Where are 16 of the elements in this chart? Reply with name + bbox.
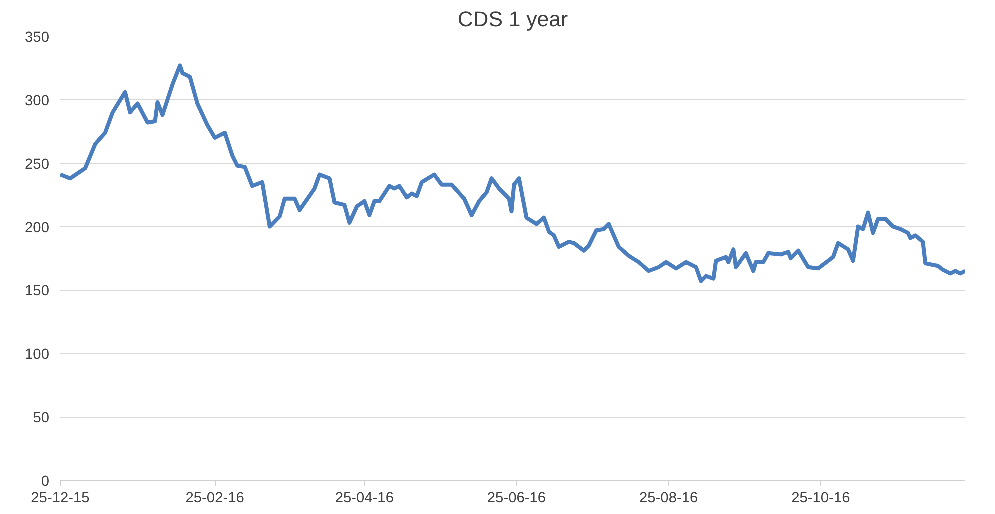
chart-title: CDS 1 year <box>458 8 568 32</box>
x-tick-label: 25-10-16 <box>792 490 850 506</box>
y-tick-label: 200 <box>25 220 50 236</box>
x-tick-label: 25-08-16 <box>639 490 698 506</box>
y-tick-label: 350 <box>25 30 50 46</box>
y-tick-label: 50 <box>33 410 50 427</box>
y-tick-label: 0 <box>41 474 50 490</box>
y-tick-label: 100 <box>25 347 50 364</box>
x-tick-label: 25-06-16 <box>487 490 546 506</box>
y-tick-label: 250 <box>25 156 50 173</box>
x-tick-label: 25-12-15 <box>31 490 90 506</box>
x-tick-label: 25-02-16 <box>186 490 244 506</box>
y-tick-label: 300 <box>25 93 50 110</box>
y-tick-label: 150 <box>25 284 50 300</box>
line-series <box>60 64 966 284</box>
x-tick-label: 25-04-16 <box>335 490 394 506</box>
